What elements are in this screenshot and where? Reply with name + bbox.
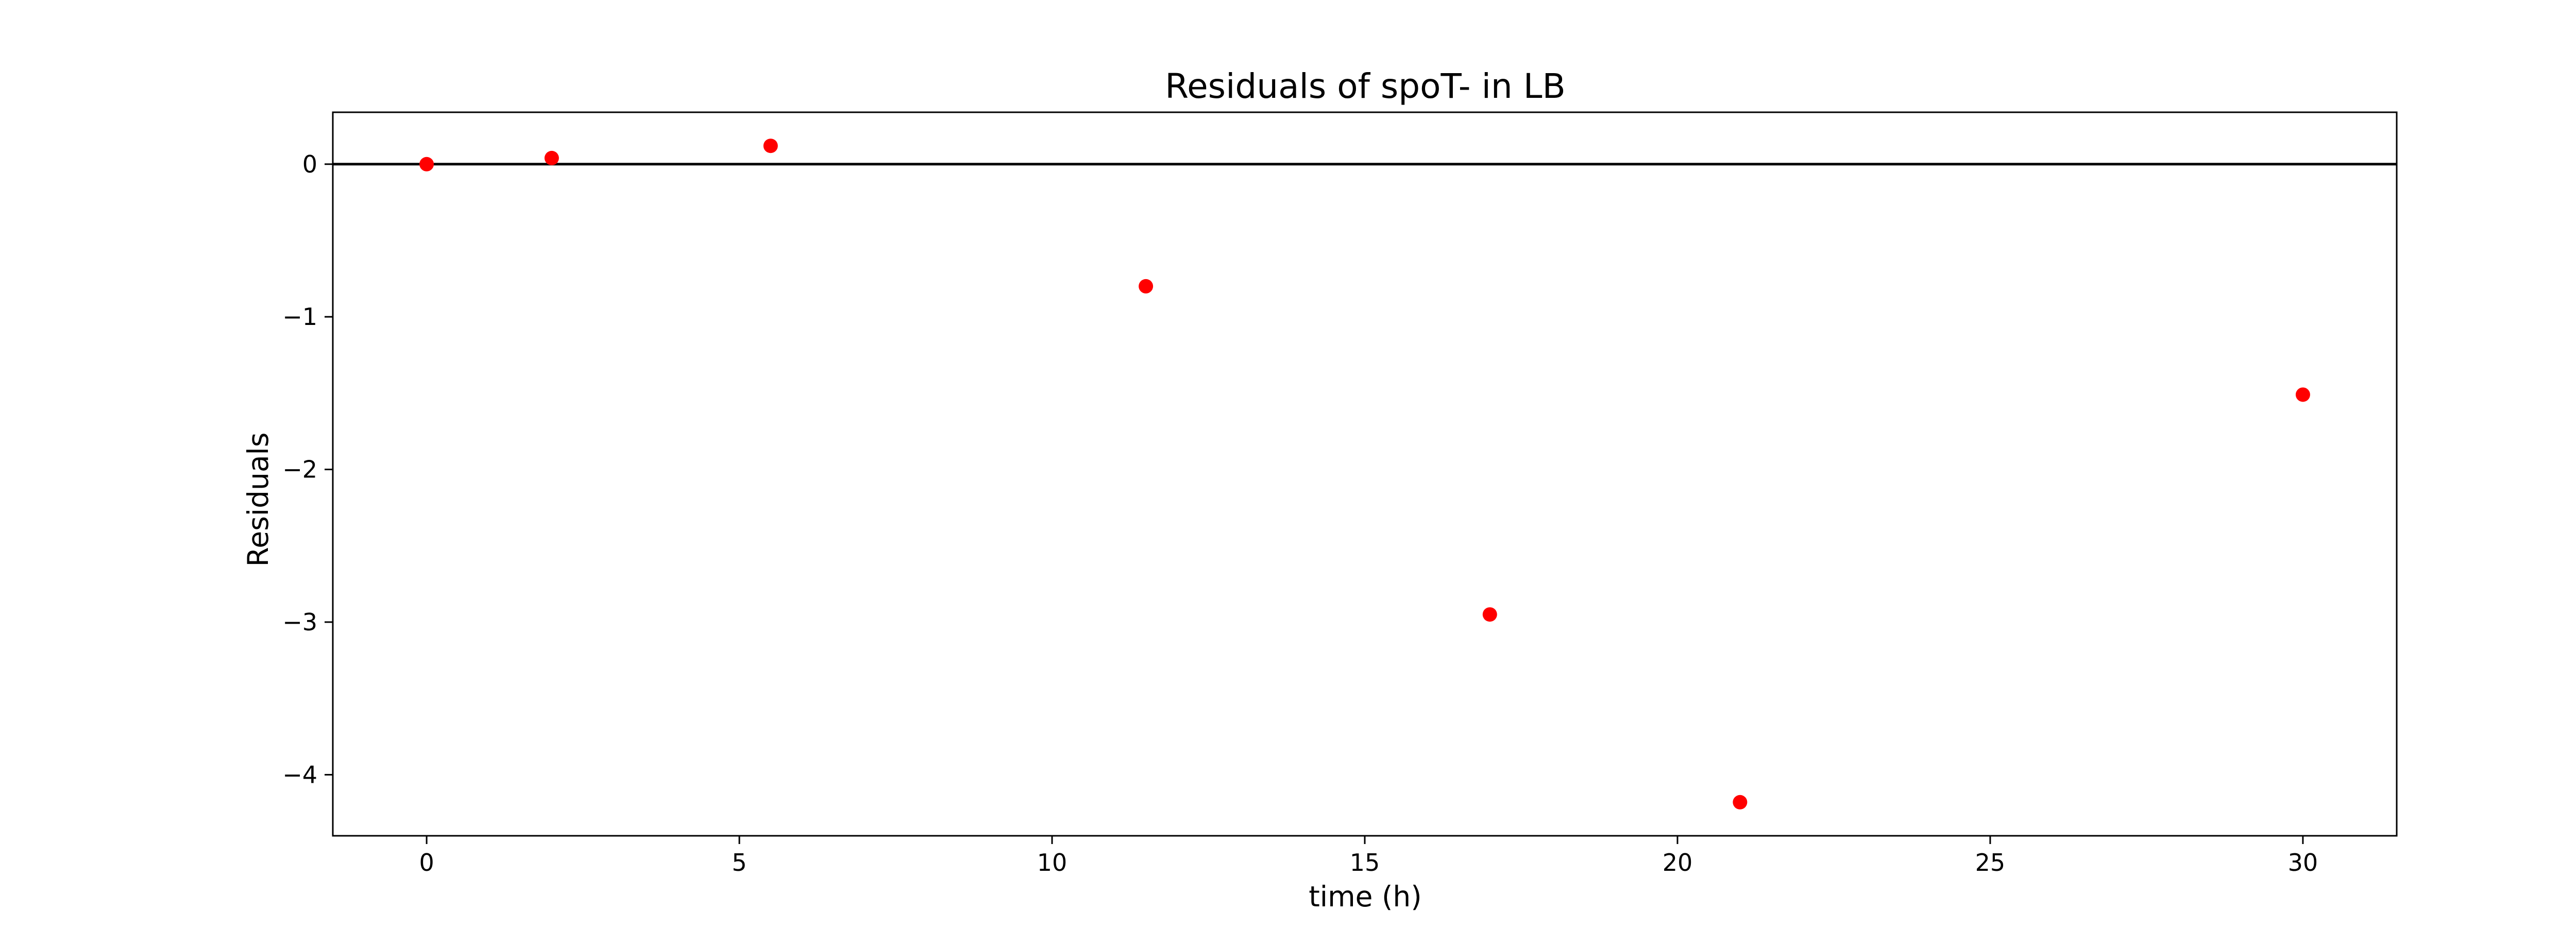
data-point bbox=[763, 139, 778, 153]
data-point bbox=[1733, 795, 1748, 810]
x-tick-label: 25 bbox=[1975, 849, 2006, 876]
y-tick-label: −3 bbox=[282, 608, 317, 636]
y-tick-label: −4 bbox=[282, 761, 317, 788]
data-point bbox=[419, 157, 434, 171]
plot-area: 0 5 10 15 20 25 30 0 −1 −2 −3 −4 bbox=[282, 111, 2398, 876]
x-tick-label: 20 bbox=[1663, 849, 1693, 876]
x-tick-label: 5 bbox=[732, 849, 747, 876]
x-tick-label: 30 bbox=[2288, 849, 2318, 876]
x-axis-label: time (h) bbox=[1309, 880, 1422, 913]
x-tick-label: 0 bbox=[419, 849, 434, 876]
x-tick-label: 10 bbox=[1037, 849, 1067, 876]
data-point bbox=[2295, 387, 2310, 402]
data-point bbox=[544, 150, 559, 165]
y-tick-label: 0 bbox=[302, 150, 317, 178]
data-point bbox=[1139, 279, 1154, 294]
y-axis-label: Residuals bbox=[242, 433, 275, 567]
chart-title: Residuals of spoT- in LB bbox=[1165, 66, 1566, 106]
plot-frame bbox=[332, 111, 2398, 837]
y-tick-label: −1 bbox=[282, 303, 317, 331]
x-tick-label: 15 bbox=[1350, 849, 1380, 876]
y-tick-label: −2 bbox=[282, 456, 317, 484]
data-point bbox=[1482, 607, 1497, 622]
